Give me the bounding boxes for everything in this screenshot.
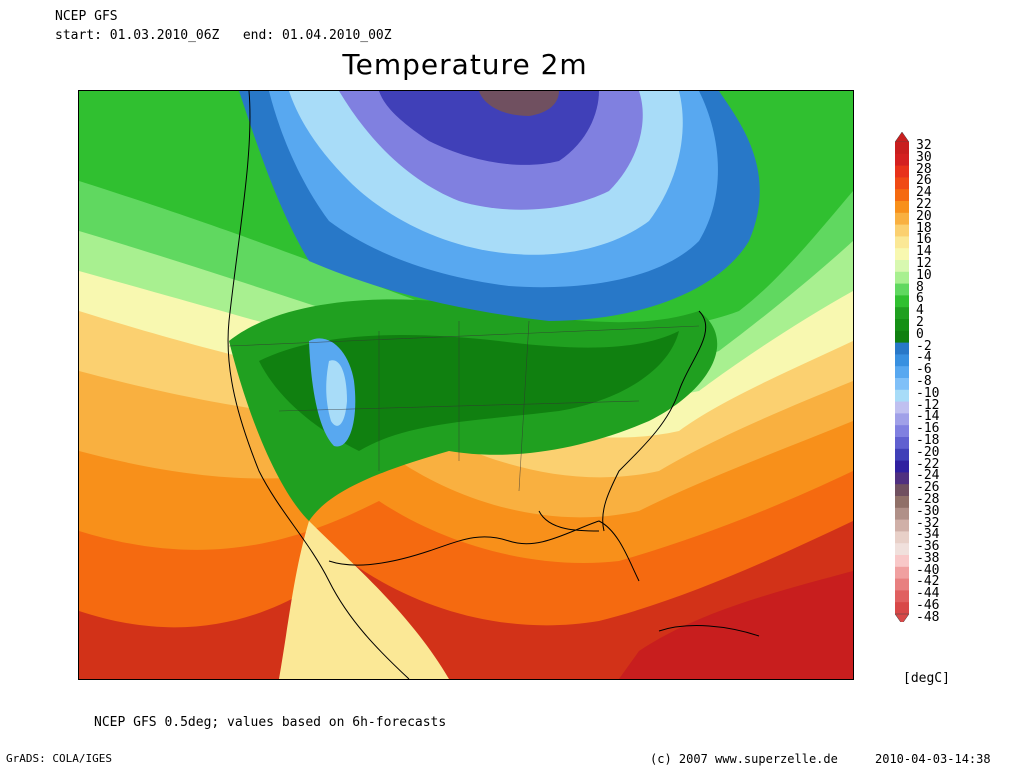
software-credit: GrADS: COLA/IGES (6, 752, 112, 765)
colorbar-tick-label: 22 (916, 196, 932, 212)
colorbar-tick-label: -10 (916, 385, 940, 401)
colorbar-tick-label: 26 (916, 173, 932, 189)
colorbar-swatch (895, 389, 909, 403)
colorbar-tick-label: -34 (916, 527, 940, 543)
colorbar-tick-label: -24 (916, 468, 940, 484)
colorbar-tick-label: -46 (916, 598, 940, 614)
colorbar-swatch (895, 496, 909, 509)
colorbar-tick-label: -22 (916, 456, 940, 472)
colorbar-tick-label: 18 (916, 220, 932, 236)
start-label: start: (55, 28, 102, 43)
colorbar-tick-label: -38 (916, 550, 940, 566)
colorbar-tick-label: -48 (916, 609, 940, 625)
colorbar-swatch (895, 460, 909, 473)
colorbar-swatch (895, 602, 909, 615)
colorbar-tick-label: 8 (916, 279, 924, 295)
colorbar-swatch (895, 224, 909, 237)
colorbar-swatch (895, 519, 909, 532)
colorbar-tick-label: -8 (916, 373, 932, 389)
colorbar-tick-label: 30 (916, 149, 932, 165)
colorbar-tick-label: 24 (916, 185, 932, 201)
colorbar-tick-label: -12 (916, 397, 940, 413)
colorbar-tick-label: -28 (916, 491, 940, 507)
model-label: NCEP GFS (55, 9, 118, 24)
colorbar-tick-label: -32 (916, 515, 940, 531)
colorbar-tick-label: 16 (916, 232, 932, 248)
colorbar-swatch (895, 295, 909, 308)
colorbar-swatch (895, 271, 909, 285)
colorbar (895, 132, 909, 622)
colorbar-swatch (895, 401, 909, 414)
colorbar-swatch (895, 153, 909, 167)
timestamp: 2010-04-03-14:38 (875, 752, 991, 766)
colorbar-swatch (895, 330, 909, 344)
colorbar-swatch (895, 201, 909, 214)
map-title: Temperature 2m (342, 48, 588, 81)
colorbar-swatch (895, 307, 909, 320)
colorbar-tick-label: 32 (916, 138, 932, 153)
colorbar-swatch (895, 142, 909, 155)
temperature-map (78, 90, 854, 680)
colorbar-swatch (895, 425, 909, 438)
colorbar-tick-label: -36 (916, 539, 940, 555)
colorbar-tick-label: -2 (916, 338, 932, 354)
colorbar-swatch (895, 437, 909, 450)
colorbar-swatch (895, 378, 909, 391)
colorbar-tick-label: -42 (916, 574, 940, 590)
colorbar-swatch (895, 484, 909, 497)
colorbar-swatch (895, 531, 909, 544)
colorbar-tick-label: 6 (916, 291, 924, 307)
colorbar-swatch (895, 448, 909, 462)
colorbar-tick-label: 28 (916, 161, 932, 177)
colorbar-tick-label: -6 (916, 362, 932, 378)
colorbar-swatch (895, 366, 909, 379)
colorbar-swatch (895, 236, 909, 249)
colorbar-tick-label: 2 (916, 314, 924, 330)
colorbar-swatch (895, 578, 909, 591)
colorbar-tick-label: -20 (916, 444, 940, 460)
colorbar-tick-label: -30 (916, 503, 940, 519)
colorbar-bottom-arrow (895, 613, 909, 622)
colorbar-swatch (895, 177, 909, 190)
colorbar-swatch (895, 472, 909, 485)
copyright: (c) 2007 www.superzelle.de (650, 752, 838, 766)
colorbar-swatch (895, 212, 909, 226)
colorbar-swatch (895, 555, 909, 568)
start-value: 01.03.2010_06Z (109, 28, 220, 43)
colorbar-swatch (895, 342, 909, 355)
unit-label: [degC] (903, 671, 950, 686)
end-value: 01.04.2010_00Z (282, 28, 392, 43)
colorbar-tick-label: 12 (916, 255, 932, 271)
colorbar-swatch (895, 260, 909, 273)
colorbar-swatch (895, 165, 909, 178)
colorbar-swatch (895, 566, 909, 580)
colorbar-tick-label: -16 (916, 421, 940, 437)
colorbar-swatch (895, 283, 909, 296)
colorbar-tick-label: -40 (916, 562, 940, 578)
colorbar-labels: 32 30 28 26 24 22 20 18 16 14 12 10 8 6 4 2 0 -2 -4 -6 -8 -10… (916, 138, 940, 625)
end-label: end: (242, 28, 275, 43)
model-note: NCEP GFS 0.5deg; values based on 6h-fore… (94, 715, 447, 730)
colorbar-top-arrow (895, 132, 909, 143)
colorbar-swatch (895, 319, 909, 332)
colorbar-swatch (895, 413, 909, 426)
colorbar-swatch (895, 507, 909, 521)
colorbar-swatch (895, 189, 909, 202)
colorbar-swatch (895, 590, 909, 603)
colorbar-swatch (895, 543, 909, 556)
colorbar-swatch (895, 248, 909, 261)
colorbar-tick-label: 20 (916, 208, 932, 224)
colorbar-tick-label: -44 (916, 586, 940, 602)
colorbar-tick-label: 0 (916, 326, 924, 342)
colorbar-swatch (895, 354, 909, 367)
colorbar-tick-label: -14 (916, 409, 940, 425)
colorbar-tick-label: 10 (916, 267, 932, 283)
colorbar-tick-label: 14 (916, 244, 932, 260)
colorbar-tick-label: -4 (916, 350, 932, 366)
colorbar-tick-label: -18 (916, 432, 940, 448)
colorbar-tick-label: 4 (916, 303, 924, 319)
colorbar-tick-label: -26 (916, 480, 940, 496)
time-range: start: 01.03.2010_06Z end: 01.04.2010_00… (55, 28, 392, 43)
